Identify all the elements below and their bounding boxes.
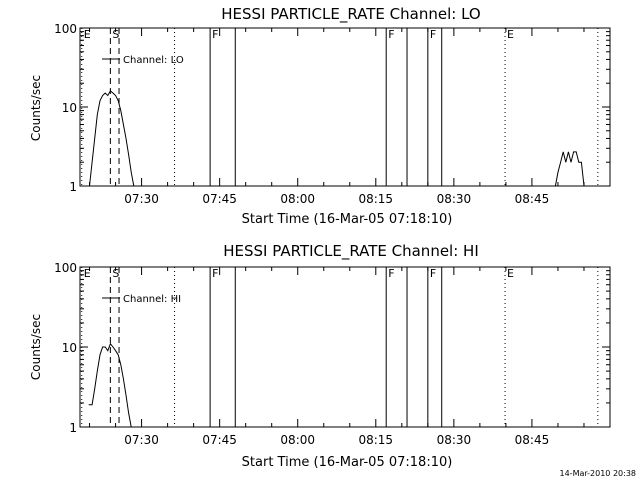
x-tick-label: 08:45	[515, 192, 550, 206]
x-tick-label: 07:45	[202, 192, 237, 206]
x-tick-label: 08:00	[280, 433, 315, 447]
event-marker-label: S	[112, 28, 119, 41]
x-tick-label: 07:45	[202, 433, 237, 447]
x-tick-label: 08:00	[280, 192, 315, 206]
y-tick-label: 100	[54, 261, 77, 275]
event-marker-label: F	[212, 28, 218, 41]
y-axis-label: Counts/sec	[29, 314, 43, 380]
event-marker-label: F	[430, 28, 436, 41]
panel-hi: HESSI PARTICLE_RATE Channel: HI Counts/s…	[29, 242, 611, 470]
y-axis-label: Counts/sec	[29, 75, 43, 141]
x-tick-label: 08:15	[358, 192, 393, 206]
event-marker-label: E	[84, 267, 91, 280]
y-tick-label: 100	[54, 22, 77, 36]
legend-label: Channel: HI	[123, 294, 181, 305]
event-marker-label: F	[388, 267, 394, 280]
y-tick-label: 1	[69, 180, 77, 194]
footer-timestamp: 14-Mar-2010 20:38	[560, 469, 637, 478]
series-line	[89, 90, 135, 187]
x-axis-label: Start Time (16-Mar-05 07:18:10)	[242, 212, 453, 227]
x-tick-label: 08:30	[437, 433, 472, 447]
legend: Channel: LO	[102, 55, 184, 66]
x-axis-label: Start Time (16-Mar-05 07:18:10)	[242, 455, 453, 470]
legend: Channel: HI	[102, 294, 181, 305]
event-marker-label: F	[388, 28, 394, 41]
event-marker-label: E	[84, 28, 91, 41]
x-tick-label: 08:45	[515, 433, 550, 447]
panel-title: HESSI PARTICLE_RATE Channel: LO	[221, 5, 480, 24]
plot-area: 1 10 100 07:30 07:45 08:00 08:15 08:30 08:45 E S F F…	[54, 261, 611, 447]
event-marker-label: S	[112, 267, 119, 280]
x-tick-label: 08:30	[437, 192, 472, 206]
y-tick-label: 10	[62, 101, 77, 115]
plot-area: 1 10 100 07:30 07:45 08:00 08:15 08:30 08:45 E S F F…	[54, 22, 611, 206]
x-tick-label: 08:15	[358, 433, 393, 447]
event-marker-label: E	[507, 267, 514, 280]
event-marker-label: F	[430, 267, 436, 280]
event-marker-label: F	[212, 267, 218, 280]
legend-label: Channel: LO	[123, 55, 184, 66]
y-tick-label: 1	[69, 421, 77, 435]
y-tick-label: 10	[62, 341, 77, 355]
x-tick-label: 07:30	[124, 433, 159, 447]
panel-lo: HESSI PARTICLE_RATE Channel: LO Counts/s…	[29, 5, 611, 227]
series-line	[554, 151, 585, 187]
x-tick-label: 07:30	[124, 192, 159, 206]
panel-title: HESSI PARTICLE_RATE Channel: HI	[223, 242, 479, 261]
event-marker-label: E	[507, 28, 514, 41]
series-line	[88, 342, 132, 428]
